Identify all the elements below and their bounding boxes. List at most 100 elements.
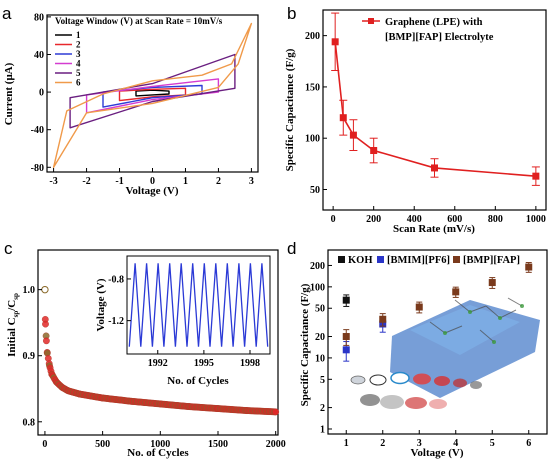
panel-a-x-tick-label: 3	[249, 176, 254, 187]
data-point	[370, 147, 378, 155]
panel-b-y-tick-label: 50	[310, 185, 320, 196]
data-point	[331, 38, 339, 46]
charge-discharge-line	[128, 263, 269, 347]
data-point	[342, 296, 350, 304]
panel-a-y-tick-label: 0	[39, 88, 44, 99]
panel-b-legend: Graphene (LPE) with [BMP][FAP] Electroly…	[362, 17, 494, 43]
retention-point	[43, 337, 50, 345]
panel-a-ylabel: Current (μA)	[3, 62, 15, 125]
panel-d-x-tick-label: 4	[453, 438, 458, 449]
panel-a-y-tick-label: 40	[34, 50, 44, 61]
data-point	[342, 333, 350, 341]
panel-b-x-tick-label: 600	[447, 214, 462, 225]
data-point	[488, 279, 496, 287]
data-point	[342, 346, 350, 354]
panel-c-inset-x-tick-label: 1995	[194, 358, 214, 369]
legend-label-1: 1	[76, 30, 81, 40]
legend-label-4: 4	[76, 59, 81, 69]
panel-c-ylabel-part-2: sp	[12, 311, 20, 318]
panel-c-ylabel-part-3: /C	[6, 300, 18, 312]
panel-c-y-tick-label: 1.0	[23, 285, 36, 296]
legend-marker	[338, 256, 345, 263]
panel-c-inset-ylabel: Voltage (V)	[95, 278, 107, 331]
panel-c-xlabel: No. of Cycles	[127, 447, 189, 459]
panel-d-x-tick-label: 1	[344, 438, 349, 449]
panel-c-x-tick-label: 0	[42, 439, 47, 450]
legend-label-2: 2	[76, 40, 81, 50]
capacitance-line	[334, 41, 536, 177]
panel-d-y-tick-label: 200	[310, 261, 325, 272]
panel-c-x-tick-label: 1500	[208, 439, 228, 450]
panel-b-x-tick-label: 1000	[526, 214, 546, 225]
data-point	[525, 263, 533, 271]
panel-b-x-tick-label: 400	[407, 214, 422, 225]
legend-marker	[377, 256, 384, 263]
panel-c-y-tick-label: 0.8	[23, 417, 36, 428]
panel-d-ylabel: Specific Capacitance (F/g)	[299, 283, 311, 406]
panel-a-y-tick-label: 80	[34, 12, 44, 23]
panel-c-inset-x-ticks: 1992 1995 1998	[148, 350, 260, 369]
panel-c-x-tick-label: 2000	[266, 439, 286, 450]
panel-d-y-tick-label: 5	[320, 375, 325, 386]
panel-b-chart: 0 200 400 600 800 1000 50 100 150 200 Graphene (…	[284, 9, 547, 235]
panel-c-series-group	[41, 285, 280, 416]
panel-c-ylabel-part-4: sp	[12, 293, 20, 300]
legend-label: [BMP][FAP]	[463, 255, 520, 266]
panel-d-y-tick-label: 50	[315, 304, 325, 315]
panel-d-x-tick-label: 2	[380, 438, 385, 449]
panel-b-x-tick-label: 800	[488, 214, 503, 225]
cv-loop-5	[69, 53, 236, 129]
panel-label-d: d	[287, 239, 296, 258]
panel-b-y-tick-label: 200	[305, 31, 320, 42]
panel-a-y-tick-label: -80	[31, 163, 44, 174]
panel-label-b: b	[287, 4, 296, 23]
legend-label: KOH	[348, 255, 373, 266]
panel-c-x-tick-label: 1000	[150, 439, 170, 450]
panel-c-inset-xlabel: No. of Cycles	[167, 375, 229, 387]
panel-d-x-tick-label: 3	[417, 438, 422, 449]
panel-c-y-tick-label: 0.9	[23, 351, 36, 362]
panel-d-x-ticks: 1 2 3 4 5 6	[344, 430, 531, 449]
data-point	[339, 114, 347, 122]
panel-a-y-ticks: -80 -40 0 40 80	[31, 12, 51, 174]
panel-a-x-tick-label: 2	[216, 176, 221, 187]
panel-b-series-group	[331, 12, 540, 186]
panel-a-y-tick-label: -40	[31, 125, 44, 136]
panel-label-a: a	[2, 4, 12, 23]
legend-label-3: 3	[76, 49, 81, 59]
panel-b-xlabel: Scan Rate (mV/s)	[393, 223, 475, 235]
retention-point	[42, 320, 49, 328]
panel-a-title: Voltage Window (V) at Scan Rate = 10mV/s	[55, 16, 223, 26]
panel-c-inset-line-group	[128, 263, 269, 347]
panel-b-ylabel: Specific Capacitance (F/g)	[284, 48, 296, 171]
panel-b-x-ticks: 0 200 400 600 800 1000	[331, 206, 546, 225]
panel-d-y-tick-label: 10	[315, 353, 325, 364]
panel-c-inset-x-tick-label: 1992	[148, 358, 168, 369]
panel-b-legend-label-1: Graphene (LPE) with	[385, 17, 483, 28]
panel-label-c: c	[4, 239, 13, 258]
panel-a-x-tick-label: -2	[82, 176, 90, 187]
retention-point	[41, 285, 49, 294]
panel-d-x-tick-label: 5	[490, 438, 495, 449]
panel-c-inset-y-ticks: -0.8 -1.2	[108, 274, 131, 327]
panel-d-x-tick-label: 6	[526, 438, 531, 449]
cv-loop-6	[52, 22, 253, 169]
panel-a-x-tick-label: 1	[183, 176, 188, 187]
panel-a-x-tick-label: 0	[150, 176, 155, 187]
panel-d-y-ticks: 1 2 5 10 20 50 100 200	[310, 261, 332, 435]
panel-c-inset-y-tick-label: -1.2	[108, 316, 124, 327]
panel-a-x-ticks: -3 -2 -1 0 1 2 3	[49, 168, 254, 187]
panel-b-x-tick-label: 200	[366, 214, 381, 225]
cv-loop-1	[135, 89, 170, 97]
panel-a-x-tick-label: -3	[49, 176, 57, 187]
data-point	[415, 303, 423, 311]
data-point	[532, 172, 540, 180]
panel-d-y-tick-label: 100	[310, 282, 325, 293]
panel-b-y-tick-label: 150	[305, 82, 320, 93]
data-point	[452, 288, 460, 296]
retention-point	[272, 408, 280, 416]
panel-a-xlabel: Voltage (V)	[125, 185, 178, 197]
